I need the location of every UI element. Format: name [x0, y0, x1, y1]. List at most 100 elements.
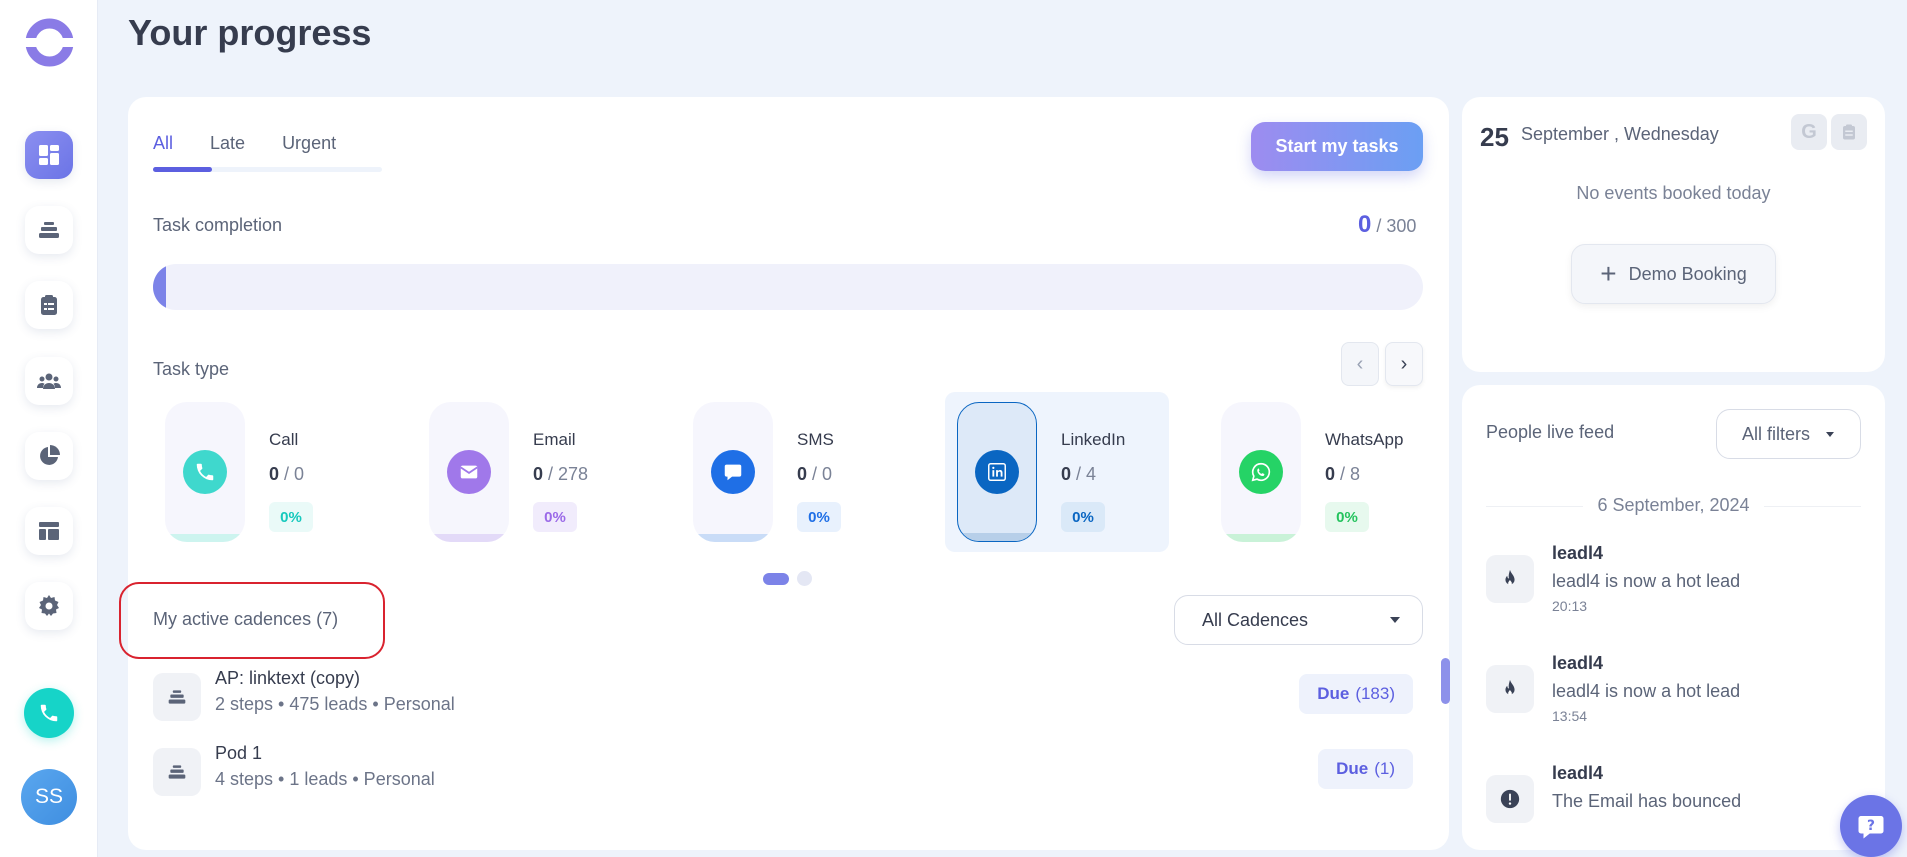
call-task-icon — [183, 450, 227, 494]
phone-icon — [196, 463, 214, 481]
dialer-button[interactable] — [24, 688, 74, 738]
gear-icon — [39, 595, 59, 616]
task-type-next-button[interactable]: › — [1385, 342, 1423, 386]
sidebar: SS — [0, 0, 98, 857]
people-icon — [37, 373, 61, 389]
start-tasks-button[interactable]: Start my tasks — [1251, 122, 1423, 171]
feed-item[interactable]: leadl4 leadl4 is now a hot lead 13:54 — [1486, 653, 1866, 743]
feed-filter-label: All filters — [1742, 423, 1811, 444]
task-type-card-linkedin[interactable]: LinkedIn 0 / 4 0% — [945, 392, 1169, 552]
calendar-notes-button[interactable] — [1831, 114, 1867, 150]
nav-settings[interactable] — [25, 582, 73, 630]
feed-item-name[interactable]: leadl4 — [1552, 653, 1604, 673]
cadence-title[interactable]: Pod 1 — [215, 743, 263, 763]
clipboard-icon — [41, 295, 57, 315]
task-type-card-whatsapp[interactable]: WhatsApp 0 / 8 0% — [1209, 392, 1433, 552]
task-pill-bar — [429, 534, 509, 542]
feed-item[interactable]: leadl4 The Email has bounced — [1486, 763, 1866, 850]
calendar-day: 25 — [1480, 122, 1509, 152]
task-type-percent: 0% — [269, 502, 313, 532]
tab-late[interactable]: Late — [210, 133, 246, 153]
cadences-filter-select[interactable]: All Cadences — [1174, 595, 1423, 645]
feed-item-name[interactable]: leadl4 — [1552, 763, 1604, 783]
caret-down-icon — [1390, 617, 1400, 623]
feed-item-name[interactable]: leadl4 — [1552, 543, 1604, 563]
task-type-card-email[interactable]: Email 0 / 278 0% — [417, 392, 641, 552]
alert-icon — [1486, 775, 1534, 823]
task-type-percent: 0% — [797, 502, 841, 532]
task-type-count: 0 / 0 — [269, 464, 305, 484]
help-chat-button[interactable]: ? — [1840, 795, 1902, 857]
task-pill-bar — [165, 534, 245, 542]
due-badge[interactable]: Due (183) — [1299, 674, 1413, 714]
nav-people[interactable] — [25, 357, 73, 405]
feed-item[interactable]: leadl4 leadl4 is now a hot lead 20:13 — [1486, 543, 1866, 633]
task-completion-progress — [153, 264, 1423, 310]
svg-text:?: ? — [1867, 818, 1875, 834]
feed-item-time: 20:13 — [1552, 598, 1588, 614]
sms-task-icon — [711, 450, 755, 494]
tabs-underline — [153, 167, 382, 172]
feed-item-text: The Email has bounced — [1552, 791, 1742, 811]
caret-down-icon — [1826, 432, 1834, 437]
stack-icon — [168, 765, 186, 779]
nav-tasks[interactable] — [25, 281, 73, 329]
cadence-icon — [153, 748, 201, 796]
tab-all[interactable]: All — [153, 133, 174, 153]
app-logo[interactable] — [25, 18, 74, 67]
whatsapp-task-icon — [1239, 450, 1283, 494]
cadence-icon — [153, 673, 201, 721]
task-type-label: Task type — [153, 359, 230, 379]
task-pill — [693, 402, 773, 542]
demo-booking-button[interactable]: + Demo Booking — [1571, 244, 1776, 304]
task-type-count: 0 / 8 — [1325, 464, 1361, 484]
feed-item-text: leadl4 is now a hot lead — [1552, 571, 1741, 591]
pie-chart-icon — [40, 445, 60, 465]
cadences-scrollbar[interactable] — [1441, 658, 1450, 704]
task-pill-bar — [1221, 534, 1301, 542]
cadence-meta: 2 steps • 475 leads • Personal — [215, 694, 455, 714]
task-pill-bar — [693, 534, 773, 542]
fire-icon — [1486, 555, 1534, 603]
cadence-meta: 4 steps • 1 leads • Personal — [215, 769, 435, 789]
nav-cadences[interactable] — [25, 206, 73, 254]
task-type-prev-button[interactable]: ‹ — [1341, 342, 1379, 386]
task-type-count: 0 / 0 — [797, 464, 833, 484]
task-type-name: LinkedIn — [1061, 430, 1126, 449]
task-type-card-sms[interactable]: SMS 0 / 0 0% — [681, 392, 905, 552]
task-completion-label: Task completion — [153, 215, 283, 235]
linkedin-task-icon — [975, 450, 1019, 494]
demo-booking-label: Demo Booking — [1628, 263, 1747, 284]
carousel-dot[interactable] — [797, 571, 812, 586]
active-cadences-label: My active cadences (7) — [153, 609, 339, 629]
people-feed-panel: People live feed All filters 6 September… — [1462, 385, 1885, 850]
plus-icon: + — [1600, 258, 1617, 289]
task-type-name: Email — [533, 430, 576, 449]
tabs-active-indicator — [153, 167, 212, 172]
google-calendar-button[interactable]: G — [1791, 114, 1827, 150]
email-task-icon — [447, 450, 491, 494]
tab-urgent[interactable]: Urgent — [282, 133, 337, 153]
task-type-percent: 0% — [1061, 502, 1105, 532]
feed-filter-button[interactable]: All filters — [1716, 409, 1861, 459]
nav-dashboard[interactable] — [25, 131, 73, 179]
total-count: / 300 — [1376, 216, 1417, 236]
nav-reports[interactable] — [25, 432, 73, 480]
highlight-outline — [119, 582, 385, 659]
feed-date: 6 September, 2024 — [1462, 495, 1885, 516]
task-type-card-call[interactable]: Call 0 / 0 0% — [153, 392, 377, 552]
task-pill — [1221, 402, 1301, 542]
task-type-name: Call — [269, 430, 299, 449]
progress-panel: All Late Urgent Start my tasks Task comp… — [119, 97, 1450, 850]
cadence-row[interactable]: Pod 1 4 steps • 1 leads • Personal Due (1… — [153, 742, 1423, 798]
cadence-title[interactable]: AP: linktext (copy) — [215, 668, 361, 688]
cadence-row[interactable]: AP: linktext (copy) 2 steps • 475 leads … — [153, 667, 1423, 723]
due-badge[interactable]: Due (1) — [1318, 749, 1413, 789]
task-type-name: WhatsApp — [1325, 430, 1404, 449]
task-type-count: 0 / 278 — [533, 464, 589, 484]
task-pill — [429, 402, 509, 542]
carousel-dot-active[interactable] — [763, 572, 789, 585]
calendar-date: September , Wednesday — [1521, 124, 1719, 144]
nav-templates[interactable] — [25, 507, 73, 555]
user-avatar[interactable]: SS — [21, 769, 77, 825]
